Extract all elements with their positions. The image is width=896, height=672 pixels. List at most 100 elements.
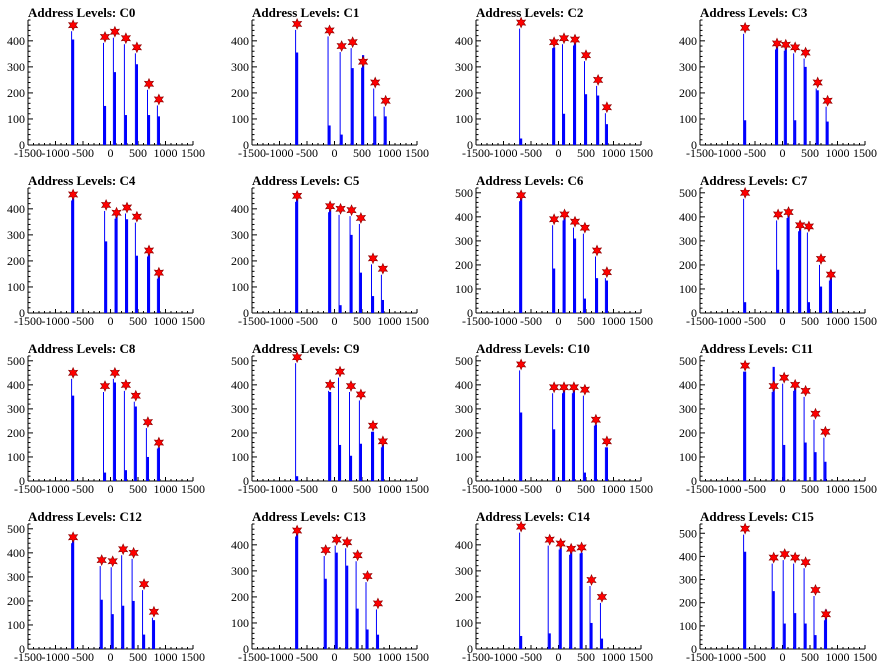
y-tick-label: 0 (467, 474, 473, 488)
peak-marker (548, 381, 560, 394)
x-tick-label: 1000 (602, 314, 626, 328)
x-tick-label: -1500 (14, 146, 42, 160)
plot-title: Address Levels: C13 (252, 509, 366, 524)
y-tick-label: 200 (231, 426, 249, 440)
x-tick-label: 1500 (629, 650, 653, 664)
peak-marker (800, 46, 811, 59)
peak-marker (336, 40, 347, 52)
peak-marker (143, 77, 155, 90)
x-tick-label: 500 (801, 482, 819, 496)
peak-marker (779, 371, 790, 384)
y-tick-label: 0 (243, 642, 249, 656)
y-tick-label: 500 (679, 526, 697, 540)
peak-marker (120, 378, 132, 391)
x-tick-label: -1500 (14, 314, 42, 328)
x-tick-label: 500 (353, 482, 371, 496)
y-tick-label: 400 (679, 210, 697, 224)
y-tick-label: 100 (455, 450, 473, 464)
peak-marker (143, 244, 155, 257)
x-tick-label: 0 (556, 314, 562, 328)
x-tick-label: -1000 (490, 650, 518, 664)
x-tick-label: 500 (577, 314, 595, 328)
peak-marker (99, 30, 111, 43)
x-tick-label: 500 (129, 650, 147, 664)
peak-marker (128, 546, 139, 559)
peak-marker (768, 380, 779, 392)
peak-marker (515, 16, 527, 29)
x-tick-label: 1000 (378, 650, 402, 664)
subplot-c5: Address Levels: C5-1500 -1000 -500 0 500 1000… (231, 173, 429, 328)
peak-marker (601, 266, 613, 279)
y-tick-label: 300 (7, 60, 25, 74)
peak-marker (822, 94, 833, 107)
peak-marker (580, 49, 592, 62)
y-tick-label: 400 (7, 378, 25, 392)
y-tick-label: 200 (7, 594, 25, 608)
peak-marker (569, 215, 581, 228)
x-tick-label: 1000 (154, 314, 178, 328)
y-tick-label: 200 (455, 590, 473, 604)
peak-marker (558, 381, 570, 394)
y-tick-label: 200 (231, 86, 249, 100)
y-tick-label: 100 (679, 619, 697, 633)
peak-marker (739, 522, 751, 535)
y-tick-label: 100 (679, 450, 697, 464)
x-tick-label: 1000 (826, 314, 850, 328)
peak-marker (380, 94, 391, 107)
x-tick-label: -1000 (42, 650, 70, 664)
x-tick-label: 500 (801, 146, 819, 160)
peak-marker (334, 365, 346, 378)
x-tick-label: -1500 (238, 650, 266, 664)
x-tick-label: 1500 (853, 146, 877, 160)
peak-marker (790, 378, 801, 391)
x-tick-label: 1500 (181, 650, 205, 664)
peak-marker (67, 531, 79, 544)
peak-marker (153, 436, 165, 449)
peak-marker (138, 578, 150, 591)
peak-marker (320, 544, 331, 556)
x-tick-label: 1500 (181, 314, 205, 328)
y-tick-label: 400 (231, 378, 249, 392)
x-tick-label: 0 (332, 314, 338, 328)
peak-marker (355, 388, 367, 401)
peak-marker (335, 202, 346, 215)
subplot-c6: Address Levels: C6-1500 -1000 -500 0 500 1000… (455, 173, 653, 328)
peak-marker (355, 212, 367, 224)
x-tick-label: -500 (520, 650, 542, 664)
peak-marker (579, 383, 591, 396)
x-tick-label: -500 (744, 314, 766, 328)
peak-marker (825, 268, 837, 281)
subplot-c12: Address Levels: C12 -1500 -1000 -500 0 500 100… (7, 509, 205, 664)
y-tick-label: 200 (455, 426, 473, 440)
peak-marker (324, 200, 336, 213)
subplot-c14: Address Levels: C14 -1500 -1000 -500 0 500 100… (455, 509, 653, 664)
peak-marker (346, 204, 357, 217)
peak-marker (548, 213, 560, 226)
x-tick-label: 0 (556, 146, 562, 160)
x-tick-label: 1000 (378, 314, 402, 328)
peak-marker (515, 189, 527, 202)
x-tick-label: 500 (577, 650, 595, 664)
y-tick-label: 0 (691, 306, 697, 320)
plot-title: Address Levels: C11 (700, 341, 813, 356)
subplot-c4: Address Levels: C4-1500 -1000 -500 0 500 1000… (7, 173, 205, 328)
x-tick-label: -1000 (42, 146, 70, 160)
x-tick-label: -1500 (686, 314, 714, 328)
y-tick-label: 300 (7, 570, 25, 584)
x-tick-label: -1500 (686, 146, 714, 160)
y-tick-label: 400 (231, 538, 249, 552)
y-tick-label: 400 (455, 378, 473, 392)
y-tick-label: 0 (243, 138, 249, 152)
y-tick-label: 400 (455, 34, 473, 48)
y-tick-label: 500 (679, 354, 697, 368)
subplot-c15: Address Levels: C15 -1500 -1000 -500 0 500 100… (679, 509, 877, 664)
peak-marker (324, 24, 335, 37)
y-tick-label: 300 (455, 60, 473, 74)
x-tick-label: -500 (72, 650, 94, 664)
y-tick-label: 100 (455, 616, 473, 630)
peak-marker (810, 407, 821, 420)
subplot-c11: Address Levels: C11 -1500 -1000 -500 0 500 100… (679, 341, 877, 496)
x-tick-label: -500 (296, 650, 318, 664)
plot-title: Address Levels: C5 (252, 173, 360, 188)
